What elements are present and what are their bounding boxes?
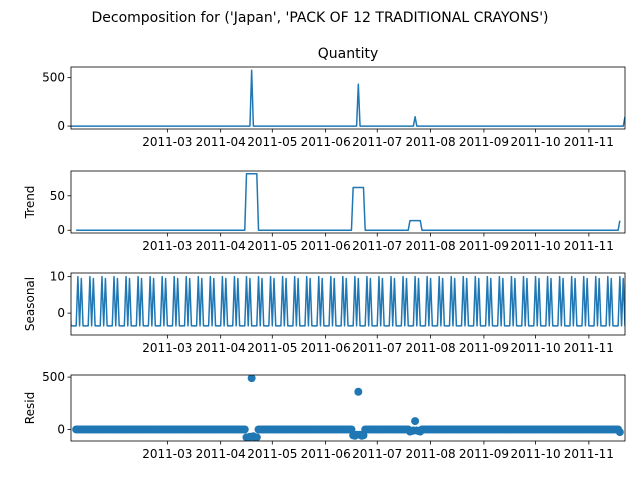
y-tick-label: 10 xyxy=(50,270,65,284)
resid-point xyxy=(354,387,363,396)
x-tick-label: 2011-06 xyxy=(301,341,351,355)
panel-1: 0 500 2011-03 2011-04 2011-05 2011-06 2011-07 2… xyxy=(42,46,626,149)
x-tick-label: 2011-09 xyxy=(459,135,509,149)
x-tick-label: 2011-10 xyxy=(510,447,560,461)
axes-frame xyxy=(70,374,626,442)
y-tick-label: 0 xyxy=(57,119,65,133)
y-tick-label: 0 xyxy=(57,223,65,237)
x-tick-label: 2011-04 xyxy=(196,447,246,461)
x-tick-label: 2011-03 xyxy=(142,341,192,355)
plot-area xyxy=(71,275,625,327)
x-tick-label: 2011-09 xyxy=(459,239,509,253)
x-tick-label: 2011-11 xyxy=(564,135,614,149)
panel-4: 0 500 2011-03 2011-04 2011-05 2011-06 2011-07 2… xyxy=(23,370,626,461)
plot-area xyxy=(76,173,621,231)
axes-frame xyxy=(70,66,626,130)
x-tick-label: 2011-11 xyxy=(564,341,614,355)
y-tick-label: 50 xyxy=(50,189,65,203)
plot-area xyxy=(72,375,624,441)
resid-point xyxy=(411,417,420,426)
x-tick-label: 2011-03 xyxy=(142,447,192,461)
x-tick-label: 2011-06 xyxy=(301,135,351,149)
resid-point xyxy=(247,375,256,383)
x-tick-label: 2011-10 xyxy=(510,239,560,253)
panel-title: Quantity xyxy=(318,46,379,62)
y-axis-label: Seasonal xyxy=(23,277,37,331)
axes-frame xyxy=(70,272,626,336)
x-tick-label: 2011-07 xyxy=(352,135,402,149)
series-line xyxy=(71,69,625,127)
series-line xyxy=(76,173,621,231)
y-axis-label: Resid xyxy=(23,392,37,424)
x-tick-label: 2011-06 xyxy=(301,447,351,461)
resid-point xyxy=(252,433,261,441)
x-tick-label: 2011-05 xyxy=(247,239,297,253)
x-tick-label: 2011-08 xyxy=(406,341,456,355)
y-axis-label: Trend xyxy=(23,186,37,220)
plot-area xyxy=(71,69,625,127)
x-tick-label: 2011-07 xyxy=(352,239,402,253)
x-tick-label: 2011-04 xyxy=(196,239,246,253)
x-tick-label: 2011-11 xyxy=(564,239,614,253)
series-line xyxy=(71,275,625,327)
figure-suptitle: Decomposition for ('Japan', 'PACK OF 12 … xyxy=(91,10,548,26)
panel-3: 0 10 2011-03 2011-04 2011-05 2011-06 2011-07 20… xyxy=(23,270,626,355)
x-tick-label: 2011-04 xyxy=(196,341,246,355)
y-tick-label: 0 xyxy=(57,422,65,436)
resid-point xyxy=(615,428,624,437)
x-tick-label: 2011-07 xyxy=(352,341,402,355)
axes-frame xyxy=(70,170,626,234)
x-tick-label: 2011-08 xyxy=(406,135,456,149)
panel-2: 0 50 2011-03 2011-04 2011-05 2011-06 2011-07 20… xyxy=(23,170,626,253)
x-tick-label: 2011-10 xyxy=(510,341,560,355)
x-tick-label: 2011-05 xyxy=(247,447,297,461)
x-tick-label: 2011-03 xyxy=(142,239,192,253)
x-tick-label: 2011-09 xyxy=(459,447,509,461)
x-tick-label: 2011-04 xyxy=(196,135,246,149)
x-tick-label: 2011-07 xyxy=(352,447,402,461)
x-tick-label: 2011-08 xyxy=(406,447,456,461)
x-tick-label: 2011-03 xyxy=(142,135,192,149)
x-tick-label: 2011-09 xyxy=(459,341,509,355)
x-tick-label: 2011-06 xyxy=(301,239,351,253)
y-tick-label: 0 xyxy=(57,306,65,320)
resid-point xyxy=(240,425,249,434)
y-tick-label: 500 xyxy=(42,370,65,384)
y-tick-label: 500 xyxy=(42,71,65,85)
x-tick-label: 2011-11 xyxy=(564,447,614,461)
x-tick-label: 2011-10 xyxy=(510,135,560,149)
x-tick-label: 2011-08 xyxy=(406,239,456,253)
x-tick-label: 2011-05 xyxy=(247,341,297,355)
x-tick-label: 2011-05 xyxy=(247,135,297,149)
